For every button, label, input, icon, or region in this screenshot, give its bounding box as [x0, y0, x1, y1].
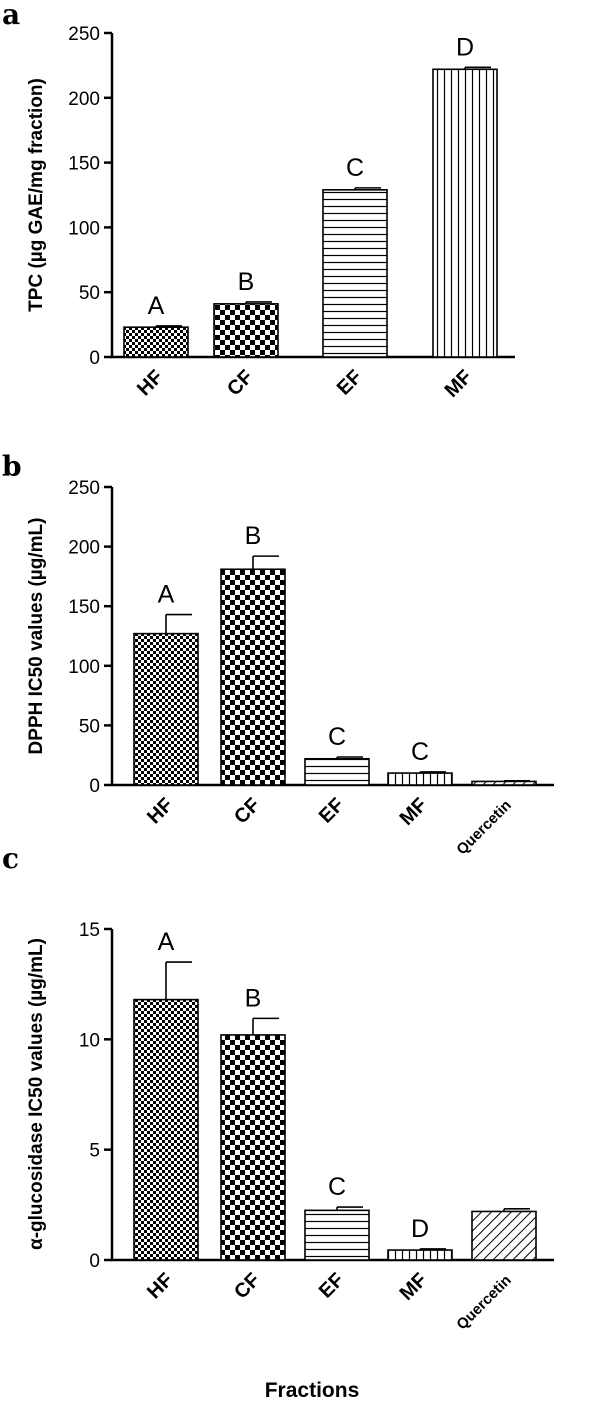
bar-ef: [322, 189, 388, 358]
bar-hf: [133, 998, 199, 1261]
y-tick-label: 10: [79, 1030, 100, 1051]
significance-label-ef: C: [346, 154, 364, 182]
y-tick-label: 200: [68, 89, 100, 110]
significance-label-mf: C: [411, 738, 429, 766]
bar-ef: [304, 757, 370, 786]
y-tick-label: 150: [68, 154, 100, 175]
significance-label-hf: A: [158, 928, 175, 956]
category-label-ef: EF: [315, 1269, 349, 1303]
category-label-mf: MF: [441, 366, 477, 402]
category-label-ef: EF: [315, 794, 349, 828]
chart-panel-a: 0 50 100 150 200 250 TPC (µg GAE/mg fraction) A…: [26, 24, 515, 402]
significance-label-cf: B: [238, 268, 255, 296]
y-tick-label: 5: [89, 1141, 100, 1162]
significance-label-ef: C: [328, 723, 346, 751]
bar-quercetin: [471, 1210, 537, 1261]
significance-label-ef: C: [328, 1173, 346, 1201]
significance-label-hf: A: [158, 581, 175, 609]
category-label-cf: CF: [223, 366, 257, 400]
panel-letter-a: a: [2, 0, 20, 31]
chart-panel-c: 0 5 10 15 α-glucosidase IC50 values (µg/mL) A…: [26, 920, 554, 1333]
significance-label-cf: B: [245, 522, 262, 550]
bar-cf: [213, 303, 279, 358]
significance-label-cf: B: [245, 984, 262, 1012]
category-label-cf: CF: [230, 1269, 264, 1303]
bar-hf: [133, 632, 199, 786]
bar-ef: [304, 1209, 370, 1261]
panel-letter-b: b: [2, 450, 22, 483]
bar-cf: [220, 1034, 286, 1261]
category-label-hf: HF: [143, 794, 177, 828]
bar-mf: [387, 1249, 453, 1261]
y-tick-label: 50: [79, 716, 100, 737]
significance-label-mf: D: [411, 1215, 429, 1243]
y-axis-label: TPC (µg GAE/mg fraction): [26, 78, 47, 312]
y-tick-label: 0: [89, 1251, 100, 1272]
panel-letter-c: c: [2, 842, 19, 875]
y-tick-label: 150: [68, 597, 100, 618]
chart-panel-b: 0 50 100 150 200 250 DPPH IC50 values (µg/mL) A…: [26, 478, 554, 858]
y-tick-label: 0: [89, 348, 100, 369]
y-tick-label: 15: [79, 920, 100, 941]
significance-label-hf: A: [148, 292, 165, 320]
y-tick-label: 200: [68, 538, 100, 559]
bar-quercetin: [471, 780, 537, 786]
category-label-ef: EF: [333, 366, 367, 400]
bar-cf: [220, 568, 286, 786]
y-tick-label: 100: [68, 218, 100, 239]
category-label-quercetin: Quercetin: [453, 1272, 515, 1334]
significance-label-mf: D: [456, 33, 474, 61]
category-label-hf: HF: [143, 1269, 177, 1303]
y-axis-label: DPPH IC50 values (µg/mL): [26, 518, 47, 755]
category-label-hf: HF: [133, 366, 167, 400]
bar-hf: [123, 326, 189, 358]
y-tick-label: 250: [68, 24, 100, 45]
category-label-cf: CF: [230, 794, 264, 828]
category-label-quercetin: Quercetin: [453, 797, 515, 859]
category-label-mf: MF: [396, 1269, 432, 1305]
y-tick-label: 50: [79, 283, 100, 304]
x-axis-label-fractions: Fractions: [265, 1379, 360, 1402]
y-axis-label: α-glucosidase IC50 values (µg/mL): [26, 938, 47, 1250]
y-tick-label: 250: [68, 478, 100, 499]
category-label-mf: MF: [396, 794, 432, 830]
bar-mf: [432, 68, 498, 358]
bar-mf: [387, 772, 453, 786]
y-tick-label: 100: [68, 657, 100, 678]
y-tick-label: 0: [89, 776, 100, 797]
